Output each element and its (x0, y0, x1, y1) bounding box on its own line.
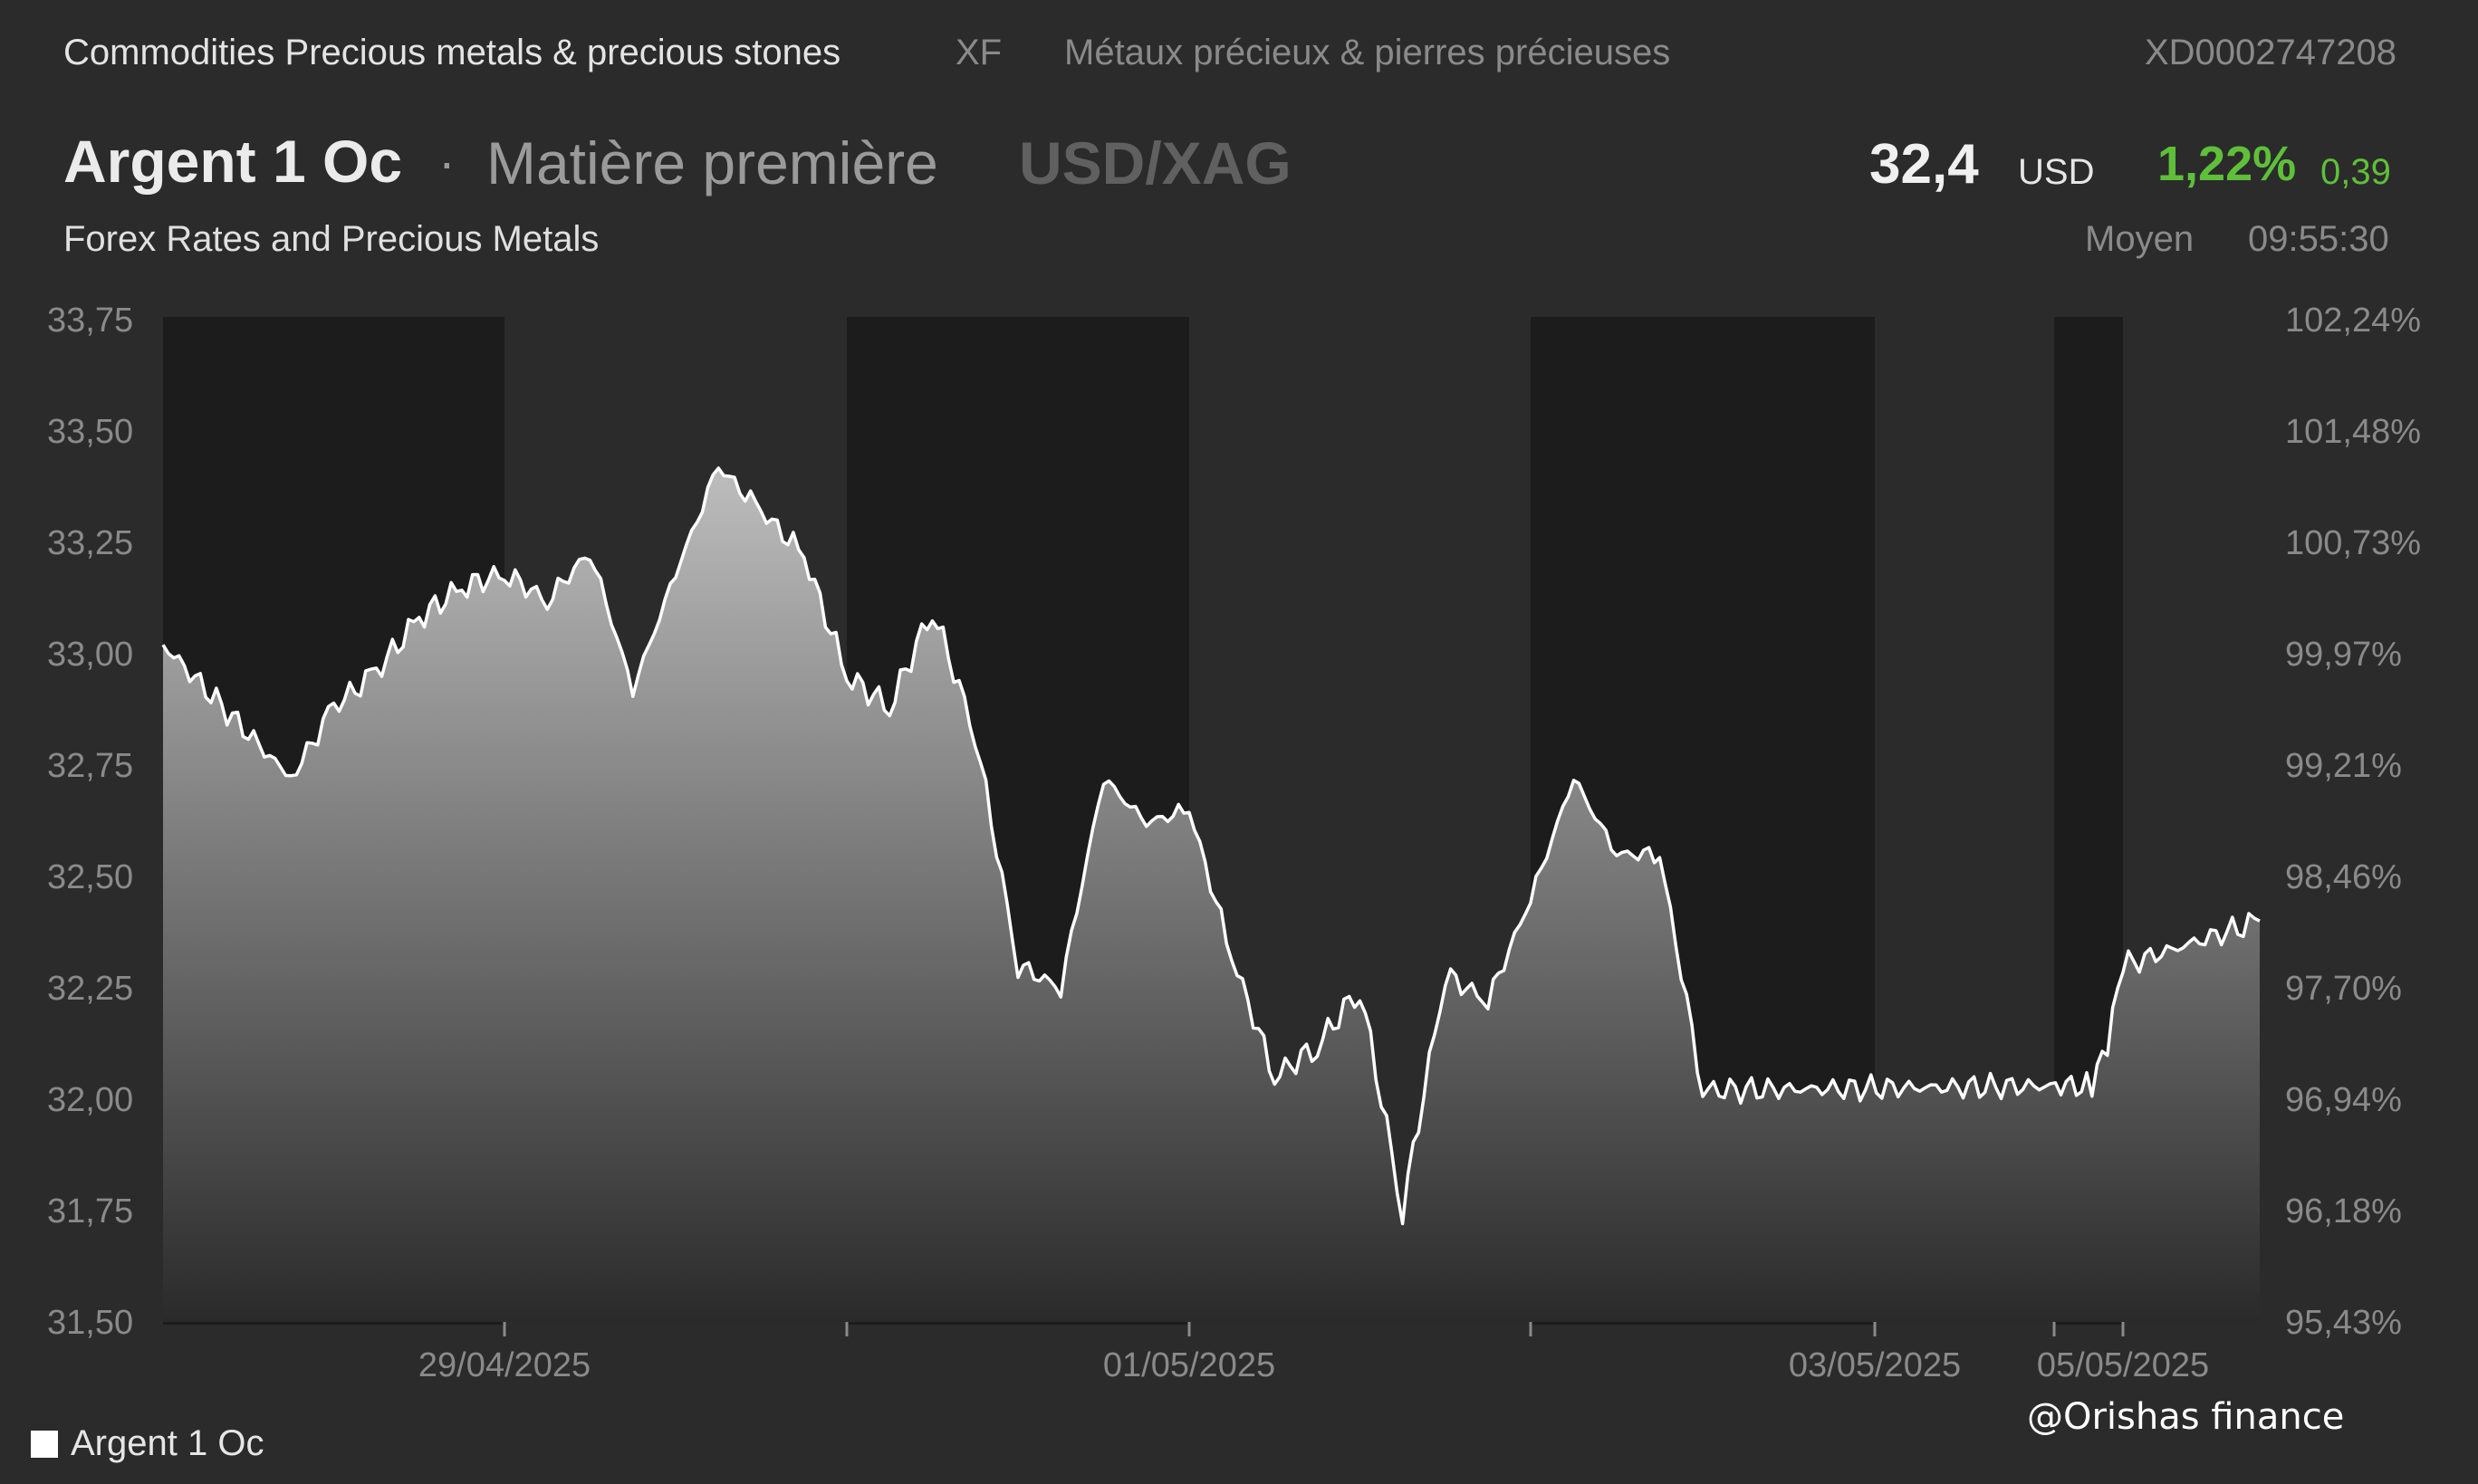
y-axis-left: 33,75 33,50 33,25 33,00 32,75 32,50 32,25 32,00… (47, 302, 133, 1342)
category-label: Commodities Precious metals & precious s… (63, 33, 841, 72)
y-tick-label: 33,75 (47, 302, 133, 340)
y-tick-label: 32,25 (47, 970, 133, 1008)
title-separator: · (438, 133, 456, 190)
y2-tick-label: 96,18% (2285, 1192, 2402, 1230)
y2-tick-label: 97,70% (2285, 970, 2402, 1008)
y-tick-label: 31,75 (47, 1192, 133, 1230)
y2-tick-label: 98,46% (2285, 858, 2402, 896)
y2-tick-label: 101,48% (2285, 413, 2421, 451)
y-tick-label: 31,50 (47, 1304, 133, 1342)
y2-tick-label: 99,97% (2285, 636, 2402, 674)
y-tick-label: 32,00 (47, 1081, 133, 1119)
change-percent: 1,22% (2157, 137, 2297, 191)
change-absolute: 0,39 (2320, 152, 2391, 192)
last-price: 32,4 (1869, 133, 1979, 196)
instrument-code: XF (956, 33, 1003, 72)
y2-tick-label: 100,73% (2285, 524, 2421, 562)
instrument-title: Argent 1 Oc (63, 128, 403, 195)
market-subtitle: Forex Rates and Precious Metals (63, 219, 600, 259)
y2-tick-label: 102,24% (2285, 302, 2421, 340)
legend-label: Argent 1 Oc (71, 1423, 264, 1463)
category-label-fr: Métaux précieux & pierres précieuses (1064, 33, 1671, 72)
legend[interactable]: Argent 1 Oc (31, 1423, 264, 1464)
y2-tick-label: 95,43% (2285, 1304, 2402, 1342)
x-axis: 29/04/2025 01/05/2025 03/05/2025 05/05/2025 (418, 1322, 2209, 1384)
y-tick-label: 32,50 (47, 858, 133, 896)
isin-code: XD0002747208 (2144, 33, 2396, 72)
asset-type: Matière première (486, 129, 938, 196)
y-tick-label: 32,75 (47, 747, 133, 785)
x-tick-label: 29/04/2025 (418, 1346, 591, 1384)
x-tick-label: 01/05/2025 (1103, 1346, 1275, 1384)
y-axis-right: 102,24% 101,48% 100,73% 99,97% 99,21% 98,46% 9… (2285, 302, 2421, 1342)
x-tick-label: 05/05/2025 (2037, 1346, 2209, 1384)
quote-time: 09:55:30 (2248, 219, 2389, 259)
y-tick-label: 33,00 (47, 636, 133, 674)
y2-tick-label: 96,94% (2285, 1081, 2402, 1119)
watermark-credit: @Orishas finance (2027, 1396, 2345, 1438)
legend-swatch (31, 1430, 58, 1458)
price-line (161, 466, 2261, 1226)
x-tick-label: 03/05/2025 (1789, 1346, 1961, 1384)
y2-tick-label: 99,21% (2285, 747, 2402, 785)
currency-pair: USD/XAG (1019, 129, 1292, 196)
price-currency: USD (2018, 152, 2095, 192)
y-tick-label: 33,25 (47, 524, 133, 562)
y-tick-label: 33,50 (47, 413, 133, 451)
price-type: Moyen (2085, 219, 2195, 259)
